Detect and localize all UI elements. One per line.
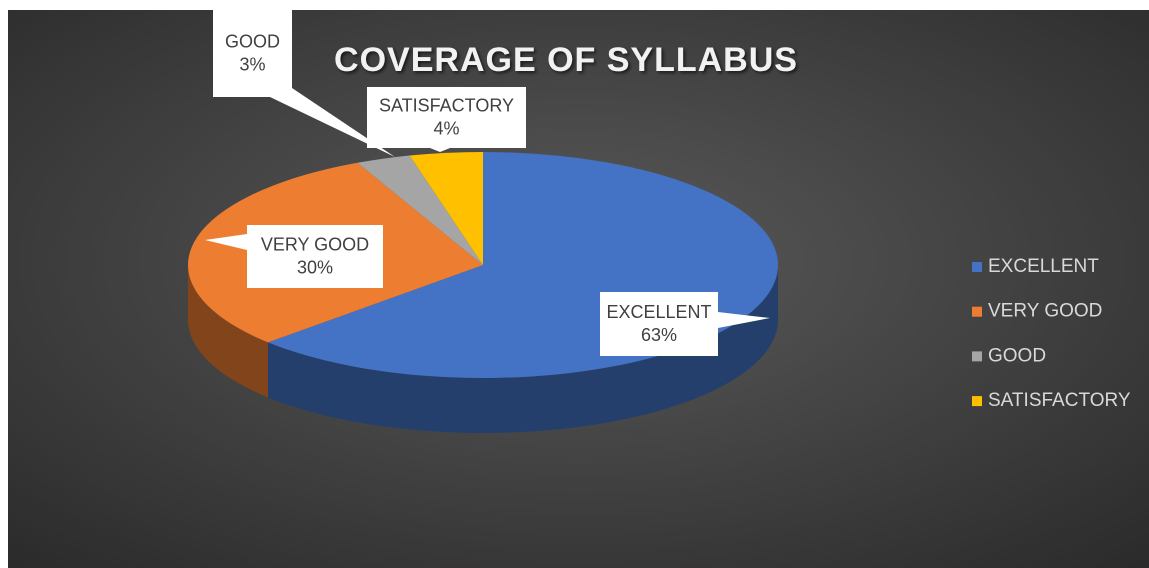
legend-label: SATISFACTORY xyxy=(988,390,1131,411)
legend-swatch xyxy=(972,262,982,272)
data-label-category: GOOD xyxy=(225,31,280,51)
data-label-box xyxy=(600,292,718,356)
legend-swatch xyxy=(972,396,982,407)
data-label-box xyxy=(367,87,526,148)
data-label-value: 4% xyxy=(433,118,459,138)
callout-pointer xyxy=(430,148,450,152)
legend-label: GOOD xyxy=(988,345,1046,366)
slice xyxy=(357,155,483,265)
legend-label: EXCELLENT xyxy=(988,256,1099,277)
callout-pointer xyxy=(205,234,247,250)
callout-pointer xyxy=(718,312,770,328)
slice-top xyxy=(409,152,483,265)
callout-pointer xyxy=(270,88,395,157)
data-label-box xyxy=(247,225,383,288)
data-label-value: 30% xyxy=(297,257,333,277)
data-label-value: 3% xyxy=(239,54,265,74)
slice-top xyxy=(357,155,483,265)
legend-swatch xyxy=(972,306,982,317)
chart-title: COVERAGE OF SYLLABUS xyxy=(334,41,798,79)
data-label-value: 63% xyxy=(641,325,677,345)
legend-label: VERY GOOD xyxy=(988,301,1102,322)
legend-swatch xyxy=(972,351,982,362)
data-label-category: VERY GOOD xyxy=(261,234,369,254)
slice xyxy=(409,152,483,265)
data-label-category: SATISFACTORY xyxy=(379,95,514,115)
data-label-category: EXCELLENT xyxy=(606,302,711,322)
slice-side xyxy=(267,265,778,433)
data-label-box xyxy=(213,10,292,97)
slice-side xyxy=(188,265,268,398)
